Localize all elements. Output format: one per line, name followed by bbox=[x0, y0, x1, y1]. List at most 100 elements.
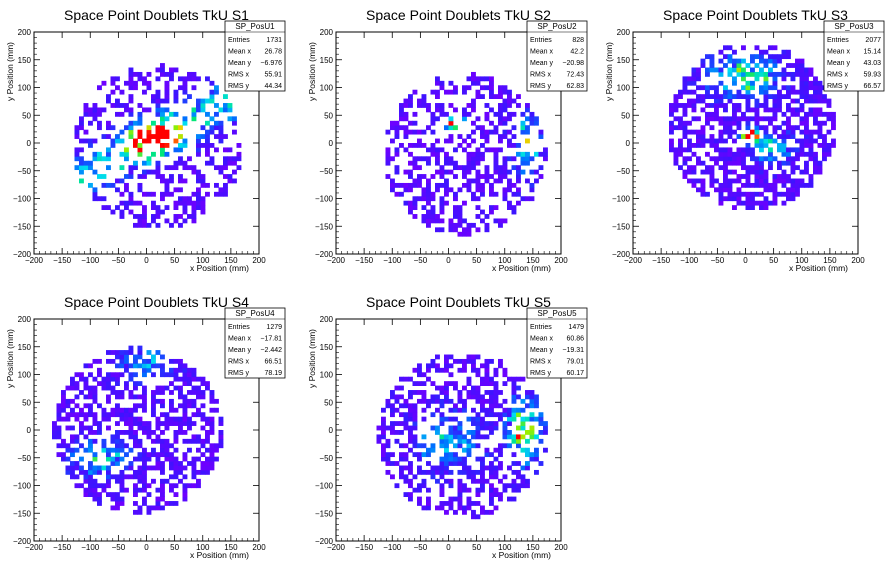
heatmap-cell bbox=[799, 147, 805, 153]
heatmap-cell bbox=[187, 376, 192, 382]
y-tick-label: −50 bbox=[616, 167, 630, 176]
heatmap-cell bbox=[142, 390, 147, 395]
heatmap-cell bbox=[430, 116, 436, 122]
heatmap-cell bbox=[673, 147, 679, 153]
heatmap-cell bbox=[444, 416, 449, 422]
x-tick-label: 50 bbox=[170, 256, 179, 265]
heatmap-cell bbox=[498, 363, 503, 369]
heatmap-cell bbox=[741, 116, 746, 122]
y-tick-label: 150 bbox=[617, 56, 631, 65]
heatmap-cell bbox=[412, 200, 418, 206]
heatmap-cell bbox=[768, 138, 773, 144]
chart-panel-1: Space Point Doublets TkU S1−200−200−150−… bbox=[5, 7, 286, 273]
heatmap-cell bbox=[736, 116, 742, 122]
heatmap-cell bbox=[142, 496, 147, 502]
heatmap-cell bbox=[151, 358, 156, 364]
heatmap-cell bbox=[97, 196, 102, 202]
heatmap-cell bbox=[435, 505, 440, 511]
heatmap-cell bbox=[403, 403, 409, 409]
heatmap-cell bbox=[732, 111, 737, 117]
heatmap-cell bbox=[484, 138, 490, 144]
heatmap-cell bbox=[502, 196, 508, 202]
heatmap-cell bbox=[777, 107, 782, 113]
heatmap-cell bbox=[155, 205, 161, 210]
heatmap-cell bbox=[115, 501, 120, 506]
heatmap-cell bbox=[412, 403, 418, 409]
heatmap-cell bbox=[520, 474, 526, 480]
heatmap-cell bbox=[133, 416, 138, 422]
heatmap-cell bbox=[439, 487, 445, 493]
heatmap-cell bbox=[462, 367, 467, 373]
heatmap-cell bbox=[182, 416, 188, 422]
x-tick-label: 50 bbox=[472, 543, 481, 552]
heatmap-cell bbox=[101, 407, 107, 413]
heatmap-cell bbox=[750, 156, 755, 162]
heatmap-cell bbox=[768, 85, 773, 91]
heatmap-cell bbox=[146, 160, 152, 166]
stats-label: RMS y bbox=[827, 83, 849, 90]
heatmap-cell bbox=[480, 143, 485, 148]
heatmap-cell bbox=[772, 178, 778, 184]
heatmap-cell bbox=[65, 425, 71, 431]
heatmap-cell bbox=[754, 103, 760, 108]
heatmap-cell bbox=[119, 483, 125, 489]
heatmap-cell bbox=[718, 67, 724, 73]
heatmap-cell bbox=[128, 394, 134, 400]
heatmap-cell bbox=[110, 125, 116, 131]
stats-label: RMS x bbox=[827, 72, 849, 79]
heatmap-cell bbox=[155, 496, 161, 502]
heatmap-cell bbox=[178, 478, 183, 484]
heatmap-cell bbox=[191, 398, 197, 404]
heatmap-cell bbox=[182, 205, 188, 210]
heatmap-cell bbox=[754, 165, 760, 171]
heatmap-cell bbox=[768, 165, 773, 171]
heatmap-cell bbox=[187, 390, 192, 395]
heatmap-cell bbox=[475, 425, 481, 431]
heatmap-cell bbox=[516, 412, 521, 418]
stats-name: SP_PosU2 bbox=[537, 22, 577, 31]
heatmap-cell bbox=[480, 209, 485, 215]
heatmap-cell bbox=[146, 358, 152, 364]
heatmap-cell bbox=[484, 447, 490, 453]
heatmap-cell bbox=[83, 103, 89, 108]
heatmap-cell bbox=[128, 169, 134, 175]
heatmap-cell bbox=[160, 120, 165, 126]
heatmap-cell bbox=[799, 169, 805, 175]
heatmap-cell bbox=[178, 143, 183, 148]
heatmap-cell bbox=[218, 169, 224, 175]
heatmap-cell bbox=[795, 165, 800, 171]
stats-value: 828 bbox=[572, 37, 584, 44]
heatmap-cell bbox=[763, 174, 769, 179]
heatmap-cell bbox=[408, 151, 413, 157]
heatmap-cell bbox=[471, 103, 476, 108]
heatmap-cell bbox=[417, 483, 422, 489]
heatmap-cell bbox=[790, 107, 796, 113]
heatmap-cell bbox=[106, 412, 111, 418]
heatmap-cell bbox=[164, 71, 170, 77]
heatmap-cell bbox=[826, 116, 832, 122]
heatmap-cell bbox=[817, 143, 823, 148]
heatmap-cell bbox=[430, 196, 436, 202]
heatmap-cell bbox=[498, 147, 503, 153]
heatmap-cell bbox=[435, 182, 440, 188]
heatmap-cell bbox=[772, 191, 778, 197]
heatmap-cell bbox=[164, 416, 170, 422]
y-tick-label: −200 bbox=[13, 537, 32, 546]
heatmap-cell bbox=[182, 209, 188, 215]
heatmap-cell bbox=[466, 416, 472, 422]
heatmap-cell bbox=[403, 412, 409, 418]
y-tick-label: −150 bbox=[315, 222, 334, 231]
heatmap-cell bbox=[146, 367, 152, 373]
heatmap-cell bbox=[804, 143, 809, 148]
heatmap-cell bbox=[209, 425, 215, 431]
heatmap-cell bbox=[435, 107, 440, 113]
heatmap-cell bbox=[209, 89, 215, 95]
heatmap-cell bbox=[817, 129, 823, 135]
heatmap-cell bbox=[426, 376, 431, 382]
heatmap-cell bbox=[516, 200, 521, 206]
heatmap-cell bbox=[457, 505, 463, 511]
heatmap-cell bbox=[781, 151, 787, 157]
heatmap-cell bbox=[453, 434, 458, 440]
heatmap-cell bbox=[448, 125, 454, 131]
x-tick-label: 200 bbox=[252, 256, 266, 265]
